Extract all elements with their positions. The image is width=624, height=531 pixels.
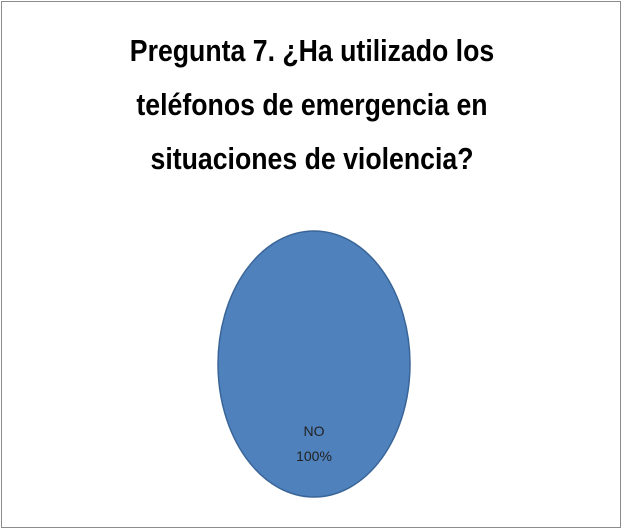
pie-slice-no — [217, 230, 411, 498]
chart-title: Pregunta 7. ¿Ha utilizado los teléfonos … — [129, 33, 495, 176]
slice-label-category: NO — [304, 423, 325, 439]
slice-label-percent: 100% — [296, 448, 332, 464]
